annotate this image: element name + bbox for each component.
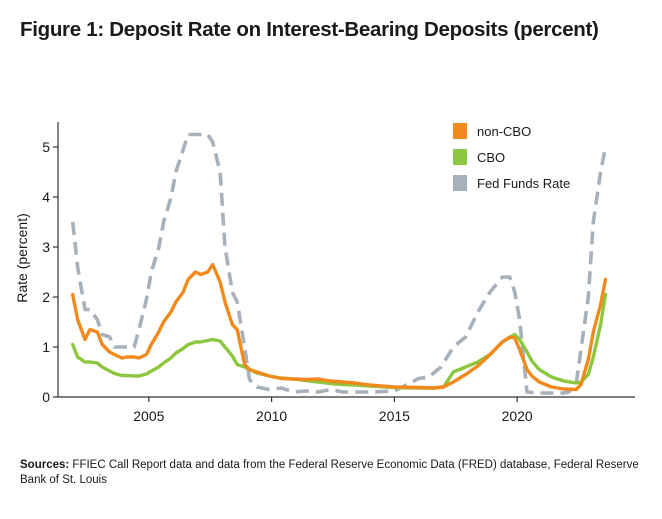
legend-label: Fed Funds Rate: [477, 176, 570, 191]
legend-item-fed-funds: Fed Funds Rate: [453, 175, 570, 191]
legend-swatch: [453, 149, 467, 165]
y-tick-label: 2: [42, 289, 50, 305]
noncbo-series-line: [70, 262, 608, 392]
legend-item-noncbo: non-CBO: [453, 123, 531, 139]
y-tick-label: 0: [42, 389, 50, 405]
y-axis-label: Rate (percent): [14, 213, 30, 302]
fed-funds-series-line: [70, 132, 608, 395]
legend: non-CBO CBO Fed Funds Rate: [453, 123, 570, 191]
x-tick-label: 2015: [379, 408, 410, 424]
x-tick-label: 2005: [133, 408, 164, 424]
source-text: FFIEC Call Report data and data from the…: [20, 459, 639, 486]
x-tick-label: 2020: [502, 408, 533, 424]
y-tick-label: 4: [42, 189, 50, 205]
legend-label: CBO: [477, 150, 505, 165]
y-tick-label: 1: [42, 339, 50, 355]
legend-swatch: [453, 175, 467, 191]
y-tick-label: 5: [42, 139, 50, 155]
chart-title: Figure 1: Deposit Rate on Interest-Beari…: [20, 18, 599, 41]
source-note: Sources: FFIEC Call Report data and data…: [20, 458, 645, 488]
legend-item-cbo: CBO: [453, 149, 505, 165]
legend-label: non-CBO: [477, 124, 531, 139]
source-label: Sources:: [20, 459, 70, 471]
legend-swatch: [453, 123, 467, 139]
x-tick-label: 2010: [256, 408, 287, 424]
y-tick-label: 3: [42, 239, 50, 255]
